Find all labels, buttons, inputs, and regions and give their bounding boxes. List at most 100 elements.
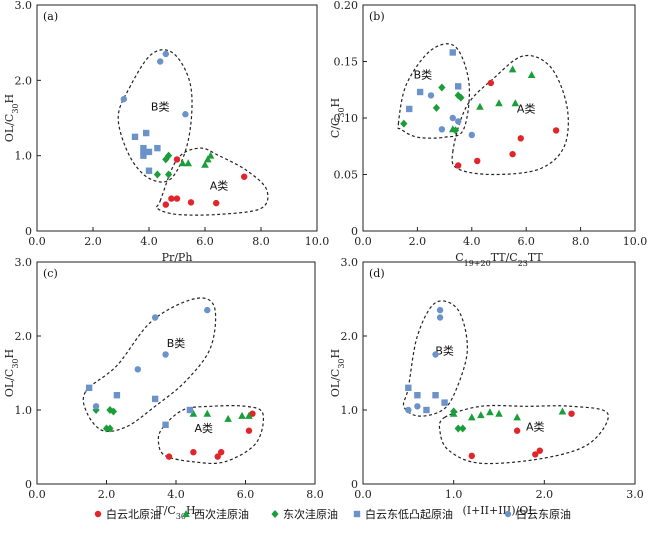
data-point <box>162 50 169 58</box>
cluster-outline <box>397 43 471 139</box>
series-dongci_west <box>450 407 467 433</box>
series-dongci_west <box>153 151 173 179</box>
data-point <box>184 159 192 167</box>
y-tick-label: 1.0 <box>15 150 33 163</box>
cluster-label: B类 <box>414 67 433 81</box>
y-tick-label: 1.0 <box>15 404 33 417</box>
data-point <box>536 447 543 454</box>
data-point <box>416 88 424 96</box>
data-point <box>423 406 430 414</box>
legend-label: 白云北原油 <box>106 507 161 521</box>
x-tick-label: 4.0 <box>463 235 481 248</box>
panel-b: 0.0 2.0 4.0 6.0 8.0 10.0 0 0.05 0.10 0.15 0.20 (b) C… <box>329 0 647 268</box>
data-point <box>468 131 475 139</box>
data-point <box>168 195 175 202</box>
data-point <box>145 148 153 156</box>
data-point <box>131 133 139 141</box>
data-point <box>436 306 444 314</box>
series-baiyun_north <box>162 156 248 208</box>
x-tick-label: 0.0 <box>354 235 372 248</box>
y-tick-label: 0.20 <box>334 0 359 12</box>
cluster-outline <box>157 405 265 465</box>
data-point <box>405 384 412 391</box>
data-point <box>487 79 495 87</box>
data-point <box>206 151 215 159</box>
data-point <box>214 453 221 460</box>
data-point <box>477 411 485 419</box>
series-dongci_west <box>400 83 465 135</box>
panel-label: (d) <box>369 267 385 280</box>
y-tick-label: 3.0 <box>15 256 33 269</box>
panel-label: (c) <box>43 267 58 280</box>
x-tick-label: 8.0 <box>572 235 590 248</box>
x-axis-title: C19+20TT/C23TT <box>455 251 543 268</box>
series-baiyun_east <box>92 306 211 410</box>
y-tick-label: 0 <box>25 478 32 491</box>
data-point <box>414 392 421 399</box>
data-point <box>238 411 246 419</box>
series-baiyun_east_uplift <box>131 129 161 174</box>
x-tick-label: 10.0 <box>305 235 330 248</box>
data-point <box>468 413 476 421</box>
x-tick-label: 4.0 <box>167 488 185 501</box>
data-point <box>140 144 147 152</box>
x-tick-label: 10.0 <box>623 235 648 248</box>
data-point <box>406 105 413 113</box>
cluster-outline <box>402 300 468 417</box>
series-baiyun_east <box>120 50 189 156</box>
data-point <box>486 408 494 416</box>
y-tick-label: 3.0 <box>15 0 33 12</box>
data-point <box>203 409 212 417</box>
y-tick-label: 2.0 <box>15 74 33 87</box>
series-dongci_west <box>92 406 118 433</box>
data-point <box>449 114 456 122</box>
data-point <box>140 148 147 156</box>
x-tick-label: 8.0 <box>252 235 270 248</box>
data-point <box>224 414 232 422</box>
y-axis-title: OL/C30H <box>3 94 20 142</box>
series-baiyun_east <box>405 306 444 414</box>
data-point <box>204 155 212 163</box>
series-xici_west <box>449 407 567 421</box>
data-point <box>432 392 439 399</box>
series-baiyun_north <box>165 410 256 460</box>
data-point <box>145 167 153 174</box>
data-point <box>454 424 462 433</box>
plot-frame <box>36 4 318 232</box>
data-point <box>162 421 169 428</box>
data-point <box>511 99 520 107</box>
data-point <box>120 95 128 103</box>
cluster-label: B类 <box>167 336 186 350</box>
data-point <box>495 409 503 417</box>
data-point <box>438 83 446 92</box>
cluster-outline <box>438 404 609 465</box>
panel-label: (a) <box>43 10 58 23</box>
x-tick-label: 8.0 <box>306 488 324 501</box>
data-point <box>201 160 209 168</box>
data-point <box>495 99 503 107</box>
data-point <box>459 424 467 433</box>
data-point <box>153 170 161 179</box>
x-tick-label: 0.0 <box>28 488 46 501</box>
x-axis-title: Pr/Ph <box>162 251 193 264</box>
data-point <box>162 201 169 208</box>
legend-marker <box>182 510 190 517</box>
data-point <box>457 93 465 102</box>
data-point <box>438 126 446 133</box>
panel-d: 0.0 1.0 2.0 3.0 0 1.0 2.0 3.0 (d) (I+II+III)/OL OL… <box>329 256 644 517</box>
y-tick-label: 0 <box>351 225 358 238</box>
x-tick-label: 1.0 <box>445 488 463 501</box>
x-tick-label: 0.0 <box>28 235 46 248</box>
x-tick-label: 4.0 <box>140 235 158 248</box>
data-point <box>190 448 197 456</box>
plot-frame <box>362 4 636 232</box>
data-point <box>436 314 444 321</box>
data-point <box>432 103 441 112</box>
series-baiyun_east_uplift <box>85 384 194 428</box>
cluster-outline <box>155 147 269 216</box>
data-point <box>568 410 575 417</box>
data-point <box>165 170 173 179</box>
series-xici_west <box>189 409 253 422</box>
data-point <box>513 413 521 421</box>
x-axis-title: (I+II+III)/OL <box>462 504 536 517</box>
